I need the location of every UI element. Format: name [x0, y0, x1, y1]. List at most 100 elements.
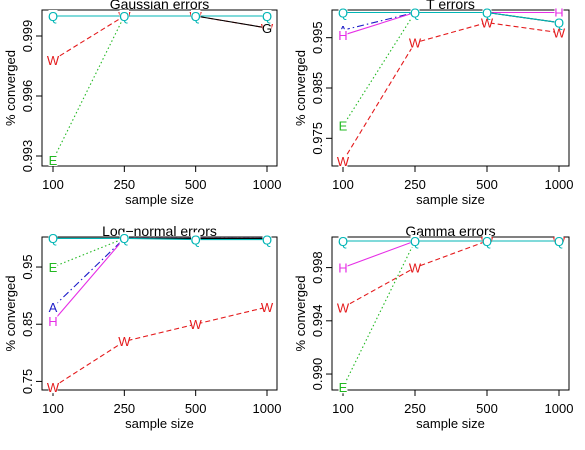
- point-marker-bg: [48, 261, 58, 274]
- point-marker-bg: [262, 301, 272, 314]
- point-marker-bg: [48, 315, 58, 328]
- y-tick-label: 0.990: [310, 358, 325, 391]
- point-marker-bg: [338, 6, 348, 19]
- point-marker-bg: [482, 16, 492, 29]
- point-marker-bg: [410, 6, 420, 19]
- y-tick-label: 0.995: [310, 21, 325, 54]
- panel-4: Gamma errors 100 250 500 1000 sample size 0.99…: [293, 223, 573, 431]
- point-marker-bg: [338, 301, 348, 314]
- point-marker-A: A: [49, 300, 58, 315]
- series-line-E: [52, 237, 267, 268]
- point-marker-W: W: [409, 36, 422, 51]
- point-marker-E: E: [339, 380, 348, 395]
- chart-title: Gamma errors: [405, 223, 495, 239]
- x-tick-label: 500: [476, 177, 498, 192]
- x-tick-label: 250: [404, 401, 426, 416]
- y-tick-label: 0.996: [20, 80, 35, 113]
- point-marker-Q: Q: [410, 5, 420, 20]
- x-tick-label: 250: [404, 177, 426, 192]
- point-marker-Q: Q: [554, 234, 564, 249]
- point-marker-bg: [338, 29, 348, 42]
- plot-frame: [331, 236, 570, 391]
- point-marker-Q: Q: [119, 9, 129, 24]
- point-marker-H: H: [48, 314, 57, 329]
- point-marker-W: W: [409, 260, 422, 275]
- x-axis-label: sample size: [416, 416, 485, 431]
- x-tick-label: 1000: [253, 401, 282, 416]
- point-marker-E: E: [49, 153, 58, 168]
- point-marker-W: W: [47, 53, 60, 68]
- point-marker-E: E: [49, 260, 58, 275]
- y-axis-label: % converged: [3, 276, 18, 352]
- point-marker-bg: [48, 381, 58, 394]
- series-line-G: [53, 15, 268, 29]
- panel-1: Gaussian errors 100 250 500 1000 sample size 0…: [3, 0, 281, 207]
- point-marker-Q: Q: [554, 15, 564, 30]
- series-line-W: [342, 22, 560, 162]
- point-marker-bg: [338, 154, 348, 167]
- series-line-H: [342, 11, 559, 36]
- point-marker-bg: [262, 10, 272, 22]
- x-tick-label: 100: [42, 401, 64, 416]
- point-marker-bg: [410, 261, 420, 274]
- point-marker-bg: [338, 119, 348, 132]
- point-marker-Q: Q: [119, 231, 129, 246]
- x-tick-label: 1000: [545, 401, 574, 416]
- point-marker-bg: [48, 301, 58, 314]
- point-marker-W: W: [190, 317, 203, 332]
- x-tick-label: 100: [332, 177, 354, 192]
- point-marker-bg: [554, 6, 564, 19]
- point-marker-Q: Q: [262, 9, 272, 24]
- point-marker-bg: [48, 232, 58, 245]
- point-marker-G: G: [262, 21, 272, 36]
- y-axis-label: % converged: [3, 50, 18, 126]
- point-marker-W: W: [553, 25, 566, 40]
- plot-frame: [41, 9, 278, 167]
- point-marker-Q: Q: [338, 234, 348, 249]
- x-tick-label: 1000: [253, 177, 282, 192]
- point-marker-bg: [191, 10, 201, 22]
- y-tick-label: 0.985: [310, 72, 325, 105]
- y-tick-label: 0.95: [20, 254, 35, 279]
- y-axis-label: % converged: [293, 50, 308, 126]
- point-marker-Q: Q: [482, 5, 492, 20]
- point-marker-H: H: [554, 5, 563, 20]
- series-line-E: [342, 11, 559, 126]
- point-marker-bg: [48, 154, 58, 166]
- chart-title: T errors: [426, 0, 475, 12]
- point-marker-bg: [191, 233, 201, 246]
- point-marker-bg: [48, 10, 58, 22]
- point-marker-bg: [119, 335, 129, 348]
- y-tick-label: 0.999: [20, 20, 35, 53]
- point-marker-W: W: [337, 154, 350, 169]
- series-line-E: [52, 15, 267, 161]
- y-tick-label: 0.85: [20, 312, 35, 337]
- chart-title: Log−normal errors: [102, 223, 217, 239]
- y-tick-label: 0.998: [310, 251, 325, 284]
- point-marker-bg: [48, 54, 58, 66]
- point-marker-W: W: [481, 15, 494, 30]
- y-tick-label: 0.993: [20, 140, 35, 173]
- y-tick-label: 0.75: [20, 369, 35, 394]
- point-marker-bg: [338, 234, 348, 247]
- point-marker-bg: [262, 22, 272, 34]
- point-marker-H: H: [338, 28, 347, 43]
- x-axis-label: sample size: [416, 192, 485, 207]
- panel-2: T errors 100 250 500 1000 sample size 0.975 0.9…: [293, 0, 573, 207]
- point-marker-W: W: [261, 300, 274, 315]
- point-marker-bg: [554, 234, 564, 247]
- point-marker-Q: Q: [48, 231, 58, 246]
- series-line-W: [342, 240, 559, 308]
- point-marker-bg: [119, 232, 129, 245]
- x-tick-label: 500: [476, 401, 498, 416]
- plot-frame: [41, 236, 278, 391]
- point-marker-Q: Q: [191, 9, 201, 24]
- series-line-Q: [53, 237, 267, 241]
- point-marker-bg: [338, 381, 348, 394]
- series-line-A: [52, 237, 267, 308]
- series-line-Q: [343, 11, 560, 24]
- point-marker-bg: [482, 234, 492, 247]
- y-tick-label: 0.975: [310, 122, 325, 155]
- point-marker-bg: [554, 26, 564, 39]
